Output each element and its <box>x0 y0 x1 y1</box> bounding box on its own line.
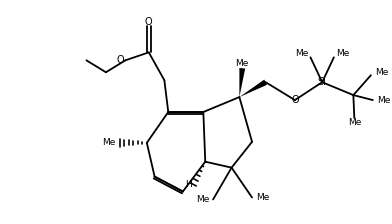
Text: Me: Me <box>196 195 209 204</box>
Text: Me: Me <box>336 49 349 58</box>
Text: H: H <box>185 180 192 189</box>
Text: Si: Si <box>318 77 327 87</box>
Text: Me: Me <box>102 138 116 147</box>
Text: Me: Me <box>256 193 269 202</box>
Text: Me: Me <box>236 59 249 68</box>
Text: Me: Me <box>348 118 361 127</box>
Text: O: O <box>145 17 152 27</box>
Text: Me: Me <box>375 68 388 77</box>
Text: O: O <box>291 95 299 105</box>
Text: O: O <box>117 55 124 65</box>
Text: Me: Me <box>295 49 309 58</box>
Polygon shape <box>240 68 245 97</box>
Text: Me: Me <box>377 96 390 105</box>
Polygon shape <box>240 80 267 97</box>
